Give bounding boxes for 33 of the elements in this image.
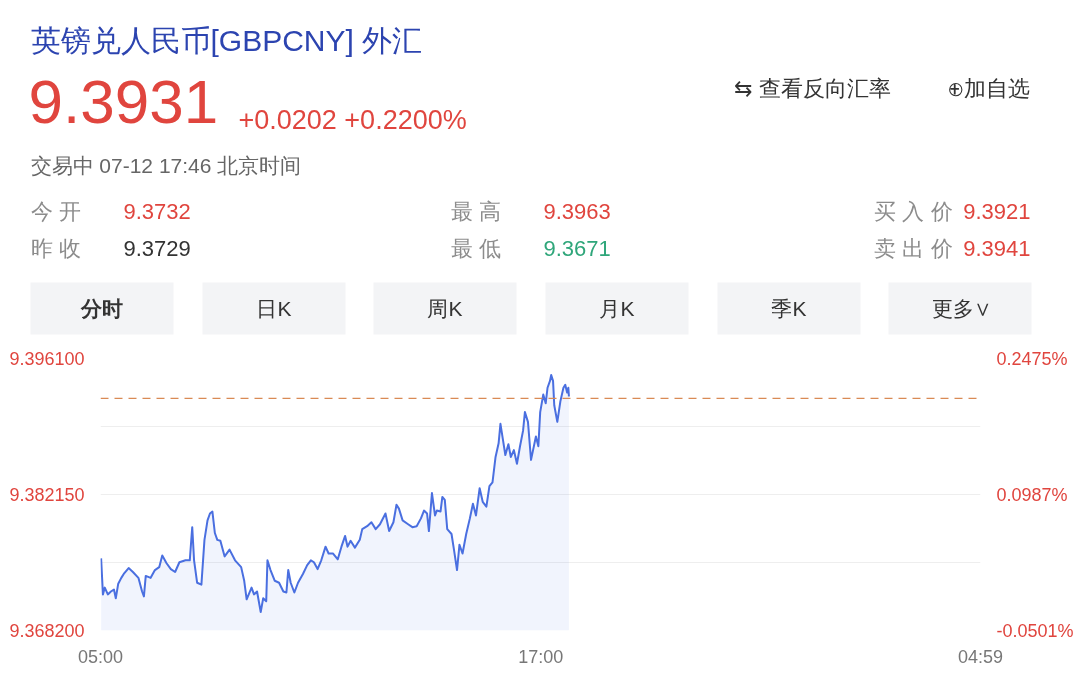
- text: 昨 收: [30, 236, 81, 261]
- text: 卖 出 价: [874, 236, 953, 261]
- text: 日K: [256, 297, 292, 320]
- text: +0.0202 +0.2200%: [238, 104, 467, 135]
- text: 月K: [599, 297, 635, 320]
- x-tick-label: 05:00: [77, 646, 124, 667]
- text: ⊕加自选: [946, 76, 1030, 101]
- chart-title: 英镑兑人民币[GBPCNY] 外汇: [30, 24, 423, 57]
- text: 最 低: [450, 236, 501, 261]
- text: 9.3671: [543, 236, 611, 261]
- y2-tick-label: 0.2475%: [996, 348, 1068, 369]
- text: 9.3963: [543, 199, 611, 224]
- text: ⇆ 查看反向汇率: [734, 76, 891, 101]
- x-tick-label: 04:59: [957, 646, 1004, 667]
- text: 周K: [427, 297, 463, 320]
- y-tick-label: 9.396100: [9, 349, 85, 369]
- text: 更多∨: [931, 297, 991, 320]
- chart-subtitle: 交易中 07-12 17:46 北京时间: [30, 154, 302, 177]
- text: 9.3931: [28, 66, 219, 136]
- text: 9.3921: [963, 199, 1031, 224]
- y-tick-label: 9.382150: [9, 485, 85, 505]
- text: 9.3732: [123, 199, 191, 224]
- text: 最 高: [450, 199, 501, 224]
- x-tick-label: 17:00: [518, 646, 564, 667]
- text: 9.3941: [963, 236, 1031, 261]
- text: 今 开: [30, 199, 81, 224]
- text: 9.3729: [123, 236, 191, 261]
- y2-tick-label: -0.0501%: [996, 620, 1074, 641]
- text: 分时: [80, 297, 123, 320]
- y2-tick-label: 0.0987%: [996, 484, 1068, 505]
- text: 买 入 价: [874, 199, 953, 224]
- y-tick-label: 9.368200: [9, 621, 85, 641]
- text: 季K: [771, 297, 807, 320]
